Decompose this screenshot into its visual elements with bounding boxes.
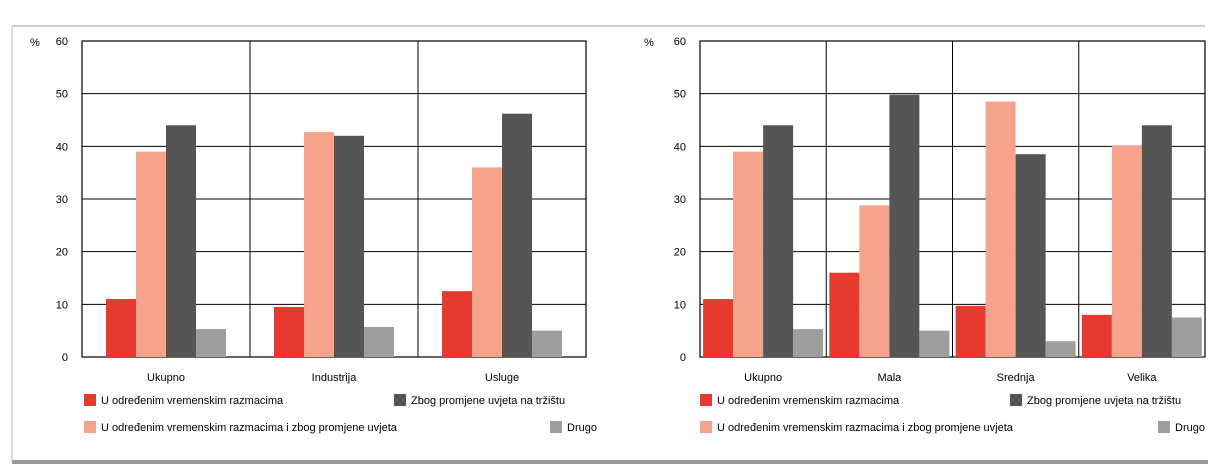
legend-label: Drugo	[1175, 422, 1205, 434]
legend-label: U određenim vremenskim razmacima i zbog …	[101, 422, 398, 434]
legend-swatch	[1158, 421, 1170, 433]
category-label: Ukupno	[147, 372, 185, 384]
bar	[919, 330, 950, 357]
bar	[442, 291, 472, 357]
bar	[136, 151, 166, 357]
y-tick-label: 0	[680, 352, 686, 364]
bar	[703, 299, 734, 357]
chart-right: 0 10 20 30 40 50 60% Ukupno Mala Srednja Velika U o…	[644, 36, 1206, 434]
legend-swatch	[700, 394, 712, 406]
bar	[1171, 317, 1202, 357]
y-tick-label: 60	[56, 36, 68, 48]
bar	[532, 330, 562, 357]
y-tick-label: 30	[56, 194, 68, 206]
legend-swatch	[84, 394, 96, 406]
bar	[1141, 125, 1172, 358]
bar	[955, 305, 986, 357]
y-tick-label: 0	[62, 352, 68, 364]
category-label: Velika	[1127, 372, 1157, 384]
y-tick-label: 50	[56, 89, 68, 101]
chart-left: 0 10 20 30 40 50 60% Ukupno Industrija Usluge U od…	[30, 36, 597, 434]
y-axis-label: %	[30, 37, 40, 49]
bar	[985, 101, 1016, 357]
bar	[502, 113, 532, 358]
bar	[106, 299, 136, 357]
bar	[733, 151, 764, 357]
figure-frame	[11, 25, 1208, 464]
bar	[763, 125, 794, 358]
y-tick-label: 30	[674, 194, 686, 206]
legend-swatch	[84, 421, 96, 433]
legend-label: U određenim vremenskim razmacima	[717, 395, 900, 407]
bar	[793, 329, 824, 357]
bar	[196, 329, 226, 357]
category-label: Srednja	[997, 372, 1036, 384]
bar	[1111, 145, 1142, 357]
y-tick-label: 10	[674, 299, 686, 311]
y-tick-label: 10	[56, 299, 68, 311]
legend-swatch	[394, 394, 406, 406]
y-tick-label: 60	[674, 36, 686, 48]
bar	[889, 94, 920, 357]
y-tick-label: 20	[674, 247, 686, 259]
bar	[1045, 341, 1076, 357]
category-label: Ukupno	[744, 372, 782, 384]
y-tick-label: 50	[674, 89, 686, 101]
bar	[859, 205, 890, 357]
bar	[829, 272, 860, 357]
bar	[364, 326, 394, 357]
legend-label: U određenim vremenskim razmacima i zbog …	[717, 422, 1014, 434]
y-tick-label: 40	[56, 141, 68, 153]
bar	[166, 125, 196, 358]
legend-swatch	[700, 421, 712, 433]
category-label: Industrija	[312, 372, 358, 384]
legend-label: Zbog promjene uvjeta na tržištu	[411, 395, 565, 407]
legend-label: Zbog promjene uvjeta na tržištu	[1027, 395, 1181, 407]
bar	[304, 132, 334, 357]
bar	[334, 135, 364, 357]
bar	[1015, 154, 1046, 357]
bar	[472, 167, 502, 357]
category-label: Usluge	[485, 372, 519, 384]
bar	[1081, 314, 1112, 357]
category-label: Mala	[877, 372, 902, 384]
y-tick-label: 20	[56, 247, 68, 259]
legend-swatch	[550, 421, 562, 433]
legend-label: U određenim vremenskim razmacima	[101, 395, 284, 407]
legend-label: Drugo	[567, 422, 597, 434]
y-axis-label: %	[644, 37, 654, 49]
bar	[274, 306, 304, 357]
legend-swatch	[1010, 394, 1022, 406]
y-tick-label: 40	[674, 141, 686, 153]
